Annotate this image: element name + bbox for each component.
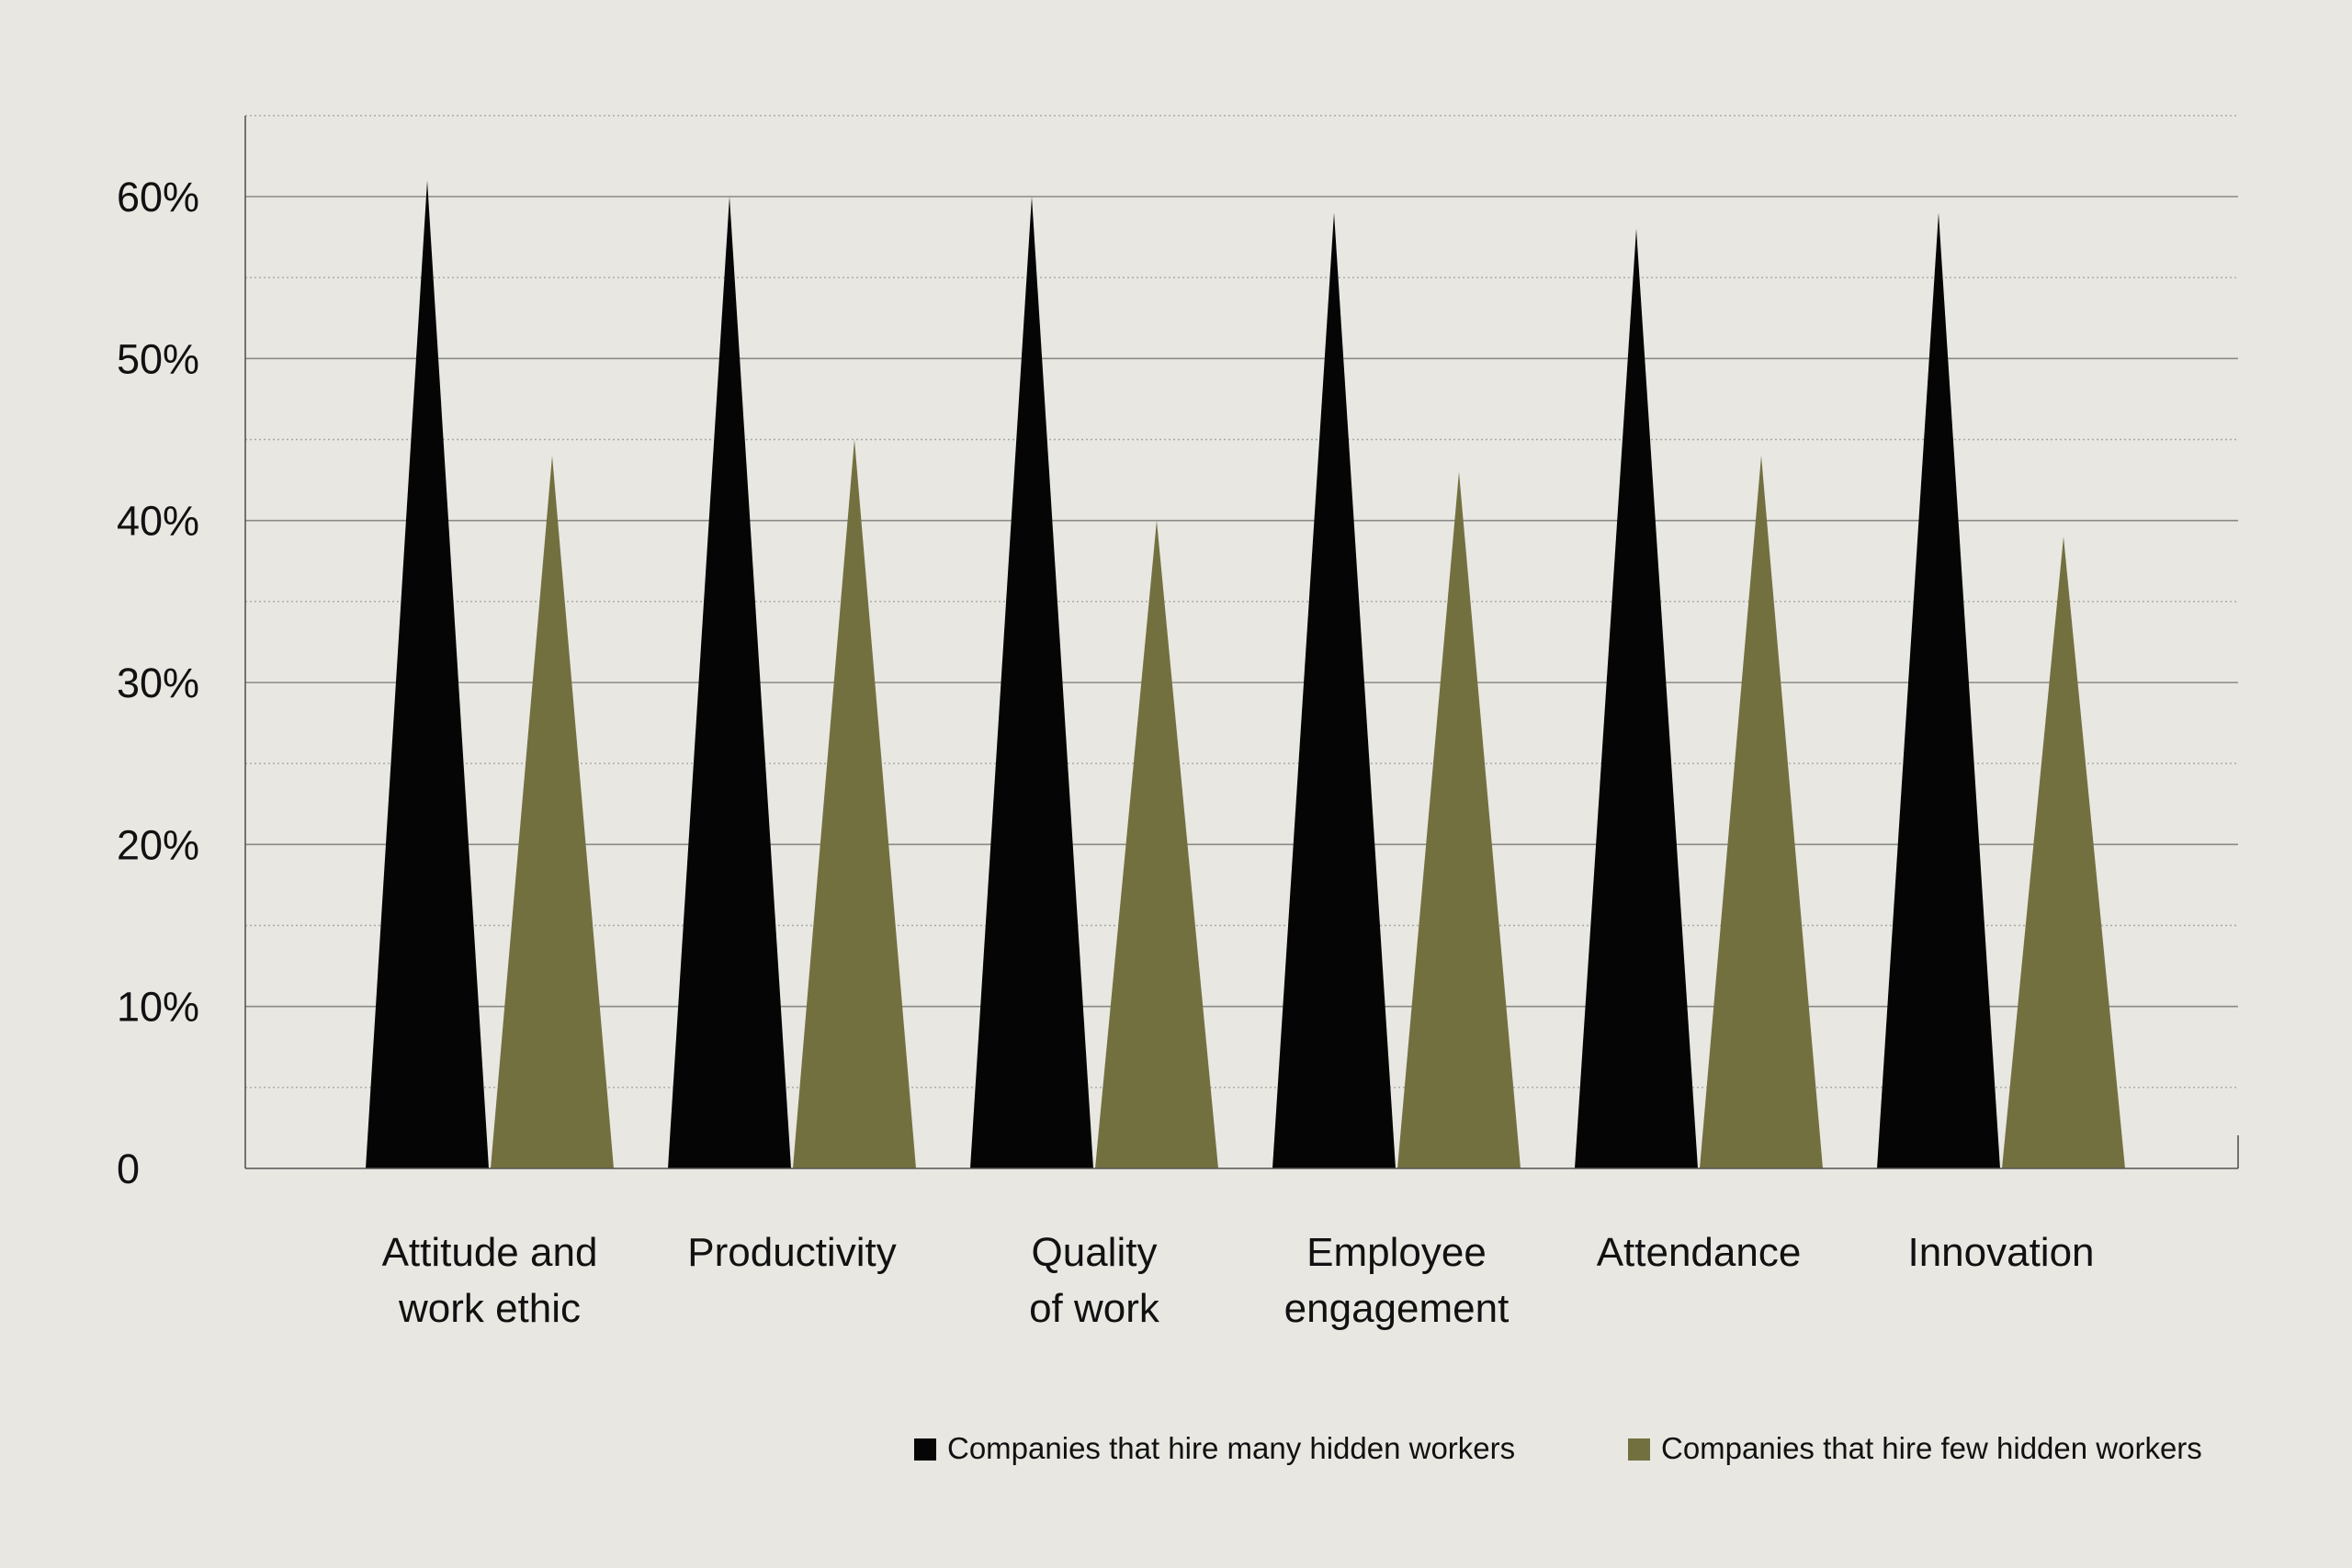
category-labels: Attitude and work ethic Productivity Qualit… (382, 1230, 2095, 1331)
category-label: Quality (1032, 1230, 1158, 1275)
y-tick-label: 0 (117, 1145, 140, 1192)
bar-many-1 (668, 197, 791, 1168)
category-label: work ethic (398, 1286, 581, 1331)
bar-few-5 (2002, 536, 2125, 1168)
y-tick-label: 60% (117, 174, 199, 220)
legend-swatch-1 (1628, 1438, 1650, 1461)
bar-many-3 (1272, 212, 1396, 1169)
bars (366, 180, 2125, 1169)
category-label: Employee (1306, 1230, 1487, 1275)
legend: Companies that hire many hidden workers C… (914, 1431, 2202, 1465)
bar-few-4 (1700, 456, 1823, 1169)
bar-many-2 (970, 197, 1093, 1168)
bar-many-4 (1575, 229, 1698, 1168)
category-label: Productivity (687, 1230, 896, 1275)
y-tick-label: 20% (117, 821, 199, 868)
legend-swatch-0 (914, 1438, 936, 1461)
category-label: Attendance (1597, 1230, 1802, 1275)
category-label: Innovation (1907, 1230, 2094, 1275)
y-tick-label: 40% (117, 498, 199, 545)
bar-many-5 (1877, 212, 2000, 1169)
y-axis-ticks: 0 10% 20% 30% 40% 50% 60% (117, 174, 199, 1192)
category-label: engagement (1284, 1286, 1510, 1331)
legend-label-1: Companies that hire few hidden workers (1661, 1431, 2202, 1465)
axes (244, 116, 2239, 1169)
category-label: of work (1029, 1286, 1160, 1331)
legend-label-0: Companies that hire many hidden workers (947, 1431, 1515, 1465)
bar-few-0 (491, 456, 614, 1169)
category-label: Attitude and (382, 1230, 598, 1275)
bar-few-3 (1397, 471, 1521, 1168)
y-tick-label: 30% (117, 660, 199, 706)
y-tick-label: 50% (117, 335, 199, 382)
y-tick-label: 10% (117, 984, 199, 1031)
bar-many-0 (366, 180, 489, 1168)
bar-few-2 (1095, 520, 1218, 1168)
bar-few-1 (793, 439, 916, 1168)
